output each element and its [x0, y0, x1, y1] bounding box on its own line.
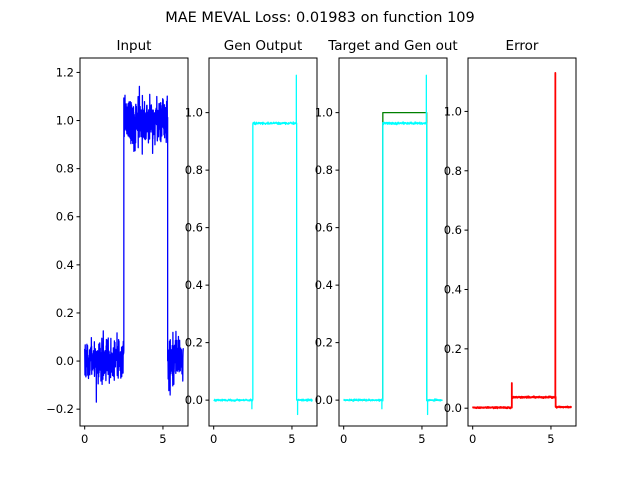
x-tick-label: 5 [159, 432, 166, 446]
x-tick-label: 0 [81, 432, 88, 446]
series-group [471, 71, 572, 410]
panel-title: Input [117, 38, 152, 54]
y-tick-label: 0.0 [56, 354, 74, 368]
panel-3: Target and Gen out 0.0 0.2 0.4 0.6 0.8 1.0 0 5 [315, 38, 458, 446]
x-tick-label: 5 [288, 432, 295, 446]
y-tick-label: 0.2 [185, 336, 203, 350]
y-tick-label: 0.8 [56, 162, 74, 176]
y-tick-label: 0.8 [185, 163, 203, 177]
y-tick-label: 0.0 [315, 393, 333, 407]
panel-4: Error 0.0 0.2 0.4 0.6 0.8 1.0 0 5 [444, 38, 577, 446]
x-tick-label: 5 [418, 432, 425, 446]
panel-title: Gen Output [224, 38, 303, 54]
y-tick-label: 0.4 [56, 258, 74, 272]
y-tick-label: 1.0 [444, 104, 462, 118]
panel-title: Error [506, 38, 539, 54]
y-tick-label: 1.2 [56, 65, 74, 79]
x-tick-label: 5 [547, 432, 554, 446]
y-tick-label: 0.0 [185, 393, 203, 407]
axes-frame [79, 57, 189, 427]
series-group [213, 74, 313, 416]
series-group [343, 74, 443, 416]
y-tick-label: 1.0 [185, 106, 203, 120]
axes-frame [208, 57, 318, 427]
y-tick-label: 0.4 [185, 278, 203, 292]
y-tick-label: 0.6 [315, 221, 333, 235]
figure-title: MAE MEVAL Loss: 0.01983 on function 109 [165, 10, 475, 26]
panel-title: Target and Gen out [327, 38, 457, 54]
y-tick-label: −0.2 [46, 402, 74, 416]
series-line-error [471, 71, 572, 410]
y-tick-label: 0.2 [444, 342, 462, 356]
series-line-input [84, 85, 184, 403]
y-tick-label: 0.8 [444, 164, 462, 178]
y-tick-label: 1.0 [315, 106, 333, 120]
y-tick-label: 0.6 [444, 223, 462, 237]
series-group [84, 85, 184, 403]
panel-1: Input −0.2 0.0 0.2 0.4 0.6 0.8 1.0 1.2 0 5 [46, 38, 189, 446]
y-tick-label: 0.4 [315, 278, 333, 292]
y-tick-label: 0.2 [56, 306, 74, 320]
y-tick-label: 0.6 [56, 210, 74, 224]
y-tick-label: 0.4 [444, 282, 462, 296]
axes-frame [338, 57, 448, 427]
y-tick-label: 0.2 [315, 336, 333, 350]
x-tick-label: 0 [469, 432, 476, 446]
y-tick-label: 0.6 [185, 221, 203, 235]
x-tick-label: 0 [340, 432, 347, 446]
y-tick-label: 1.0 [56, 114, 74, 128]
x-tick-label: 0 [210, 432, 217, 446]
y-tick-label: 0.8 [315, 163, 333, 177]
axes-frame [467, 57, 577, 427]
series-line-gen_output [343, 74, 443, 416]
series-line-gen_output [213, 74, 313, 416]
panel-2: Gen Output 0.0 0.2 0.4 0.6 0.8 1.0 0 5 [185, 38, 318, 446]
y-tick-label: 0.0 [444, 401, 462, 415]
